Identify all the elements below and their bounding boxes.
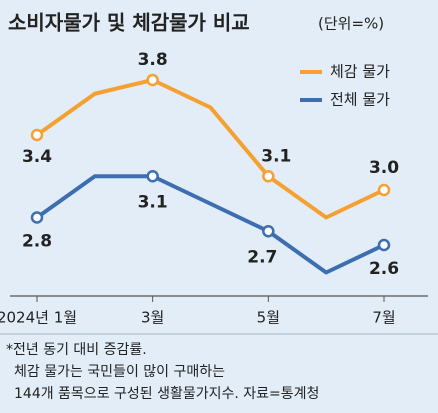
data-label: 3.1 bbox=[138, 192, 168, 212]
footnote: *전년 동기 대비 증감률. bbox=[6, 342, 147, 358]
point bbox=[146, 170, 159, 183]
x-tick-label: 7월 bbox=[372, 309, 395, 327]
data-label: 3.1 bbox=[261, 146, 291, 166]
footnote: 144개 품목으로 구성된 생활물가지수. 자료=통계청 bbox=[14, 386, 319, 402]
chart-title: 소비자물가 및 체감물가 비교 bbox=[8, 11, 250, 35]
legend-label: 체감 물가 bbox=[330, 63, 390, 81]
footnote: 체감 물가는 국민들이 많이 구매하는 bbox=[14, 364, 225, 380]
data-label: 2.6 bbox=[369, 259, 399, 279]
data-label: 3.4 bbox=[22, 147, 52, 167]
point bbox=[262, 170, 275, 183]
x-tick-label: 3월 bbox=[141, 309, 164, 327]
x-tick-label: 2024년 1월 bbox=[0, 309, 77, 327]
point bbox=[377, 183, 391, 197]
point bbox=[262, 225, 275, 238]
x-tick-label: 5월 bbox=[257, 309, 280, 327]
point bbox=[146, 73, 159, 87]
legend-label: 전체 물가 bbox=[330, 91, 390, 109]
unit-label: (단위=%) bbox=[318, 15, 384, 33]
data-label: 2.7 bbox=[247, 247, 277, 267]
point bbox=[30, 128, 44, 142]
data-label: 3.0 bbox=[369, 158, 399, 178]
point bbox=[377, 238, 391, 252]
data-label: 2.8 bbox=[22, 232, 52, 252]
data-label: 3.8 bbox=[138, 50, 168, 70]
line bbox=[35, 78, 385, 220]
point bbox=[30, 211, 44, 224]
line bbox=[35, 174, 385, 275]
